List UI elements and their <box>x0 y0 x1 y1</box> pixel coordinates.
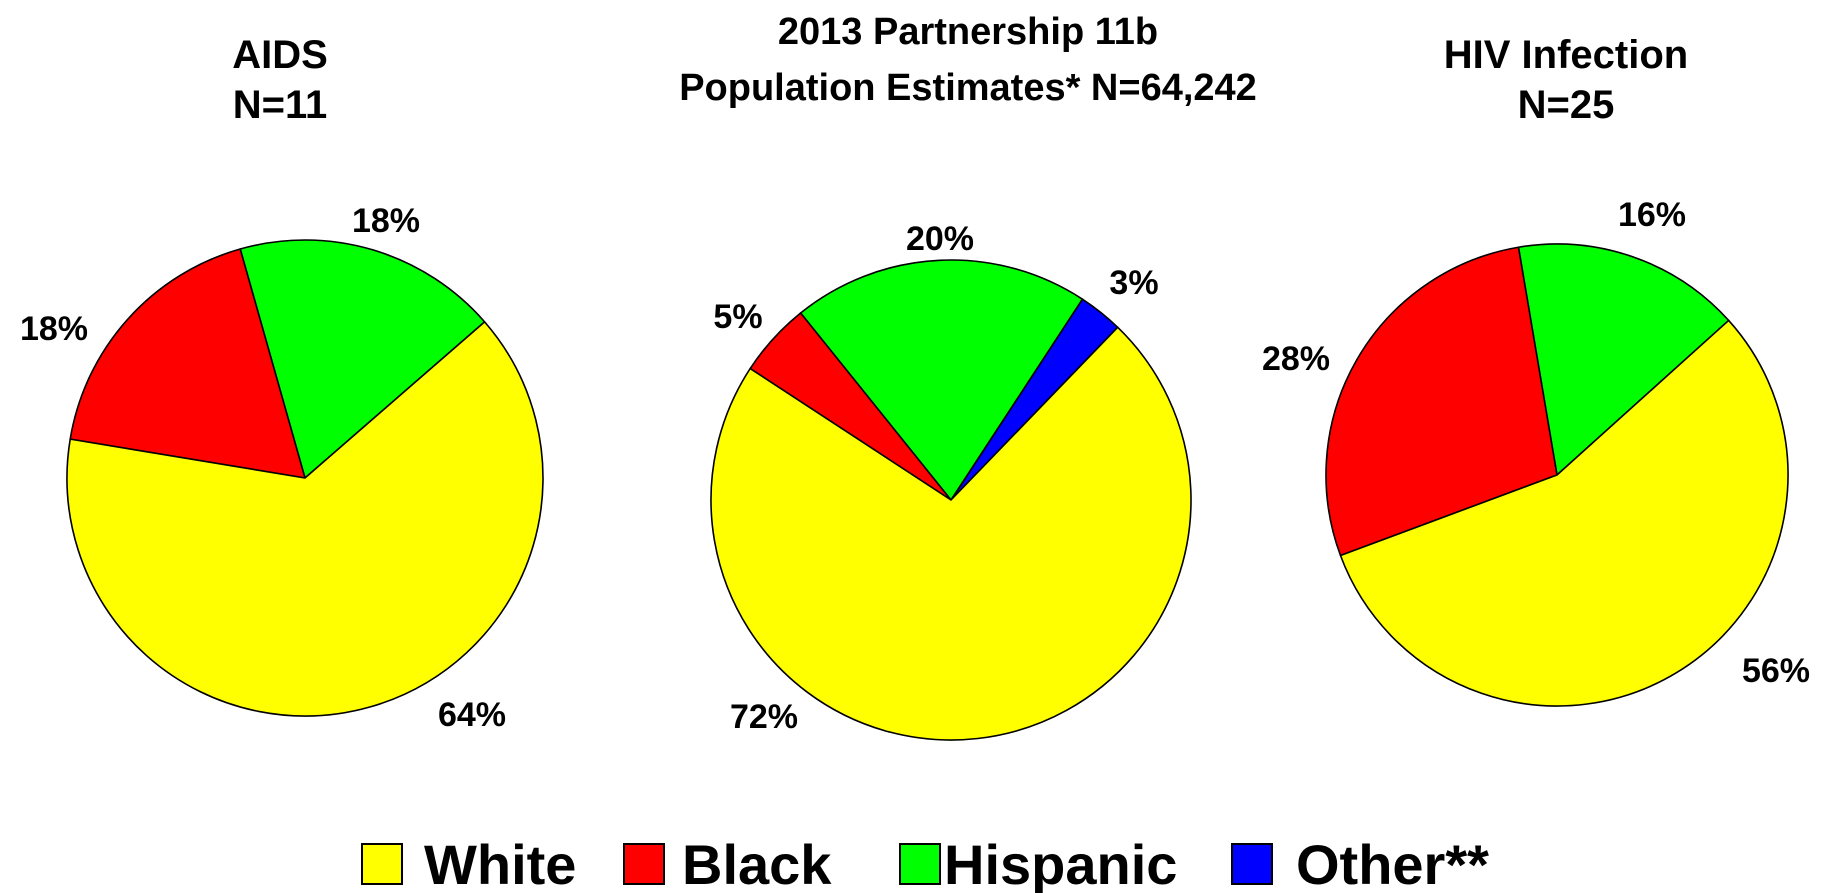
pie-1-title-line-2: N=11 <box>233 83 328 127</box>
legend-label-hispanic: Hispanic <box>944 833 1177 893</box>
pie-1-labels: 64% 18% 18% <box>20 202 506 734</box>
pie-3-label-white: 56% <box>1742 652 1810 690</box>
legend: White Black Hispanic Other** <box>361 833 1489 893</box>
pie-1-label-hispanic: 18% <box>352 202 420 240</box>
legend-swatch-white <box>361 843 403 885</box>
pie-2-title-line-1: 2013 Partnership 11b <box>778 11 1158 53</box>
pie-3 <box>1325 243 1789 707</box>
pie-3-label-hispanic: 16% <box>1618 196 1686 234</box>
pie-2 <box>710 259 1192 741</box>
pie-3-title-line-1: HIV Infection <box>1444 33 1688 77</box>
legend-swatch-other <box>1231 843 1273 885</box>
pie-1 <box>66 239 544 717</box>
legend-item-other: Other** <box>1231 833 1489 893</box>
pie-2-slice-hispanic <box>799 259 1084 501</box>
pie-1-title-line-1: AIDS <box>232 33 328 77</box>
legend-label-black: Black <box>682 833 832 893</box>
pie-1-label-white: 64% <box>438 696 506 734</box>
pie-3-labels: 56% 28% 16% <box>1262 196 1810 690</box>
legend-label-other: Other** <box>1296 833 1489 893</box>
pie-2-slice-white <box>710 326 1192 741</box>
pie-2-label-hispanic: 20% <box>906 220 974 258</box>
pie-2-title-line-2: Population Estimates* N=64,242 <box>679 67 1257 109</box>
pie-2-labels: 72% 5% 20% 3% <box>713 220 1158 736</box>
pie-3-title-line-2: N=25 <box>1518 83 1615 127</box>
pie-1-slice-hispanic <box>239 239 486 479</box>
legend-swatch-black <box>623 843 665 885</box>
pie-3-slice-hispanic <box>1517 243 1730 476</box>
pie-1-slice-white <box>66 321 544 717</box>
pie-2-label-white: 72% <box>730 698 798 736</box>
pie-3-slice-black <box>1325 246 1558 557</box>
pie-1-label-black: 18% <box>20 310 88 348</box>
pie-1-slice-black <box>69 248 306 479</box>
pie-3-slice-white <box>1339 319 1789 707</box>
pie-1-title: AIDS N=11 <box>232 33 328 127</box>
pie-3-label-black: 28% <box>1262 340 1330 378</box>
pie-3-title: HIV Infection N=25 <box>1444 33 1688 127</box>
pie-2-label-black: 5% <box>713 298 762 336</box>
legend-item-white: White <box>361 833 576 893</box>
pie-2-label-other: 3% <box>1109 264 1158 302</box>
legend-label-white: White <box>424 833 576 893</box>
legend-swatch-hispanic <box>899 843 941 885</box>
pie-2-title: 2013 Partnership 11b Population Estimate… <box>679 11 1257 109</box>
legend-item-hispanic: Hispanic <box>899 833 1177 893</box>
legend-item-black: Black <box>623 833 832 893</box>
